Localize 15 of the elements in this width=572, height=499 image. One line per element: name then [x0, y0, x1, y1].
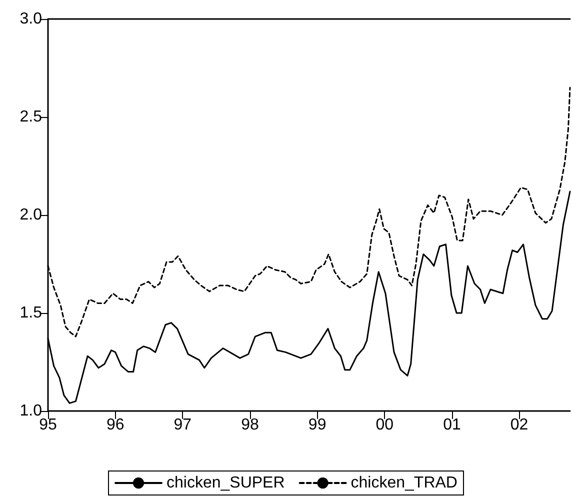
x-tick-label: 96 [106, 416, 124, 434]
y-tick-label: 3.0 [20, 10, 42, 28]
x-tick-label: 95 [39, 416, 57, 434]
x-tick-label: 01 [443, 416, 461, 434]
x-tick-label: 97 [174, 416, 192, 434]
x-tick-label: 98 [241, 416, 259, 434]
legend-label: chicken_TRAD [350, 474, 458, 492]
y-tick-label: 1.5 [20, 304, 42, 322]
y-tick-label: 1.0 [20, 402, 42, 420]
x-tick-label: 02 [510, 416, 528, 434]
x-tick-label: 99 [308, 416, 326, 434]
y-tick-label: 2.5 [20, 108, 42, 126]
y-tick-label: 2.0 [20, 206, 42, 224]
x-tick-label: 00 [376, 416, 394, 434]
legend-label: chicken_SUPER [166, 474, 285, 492]
